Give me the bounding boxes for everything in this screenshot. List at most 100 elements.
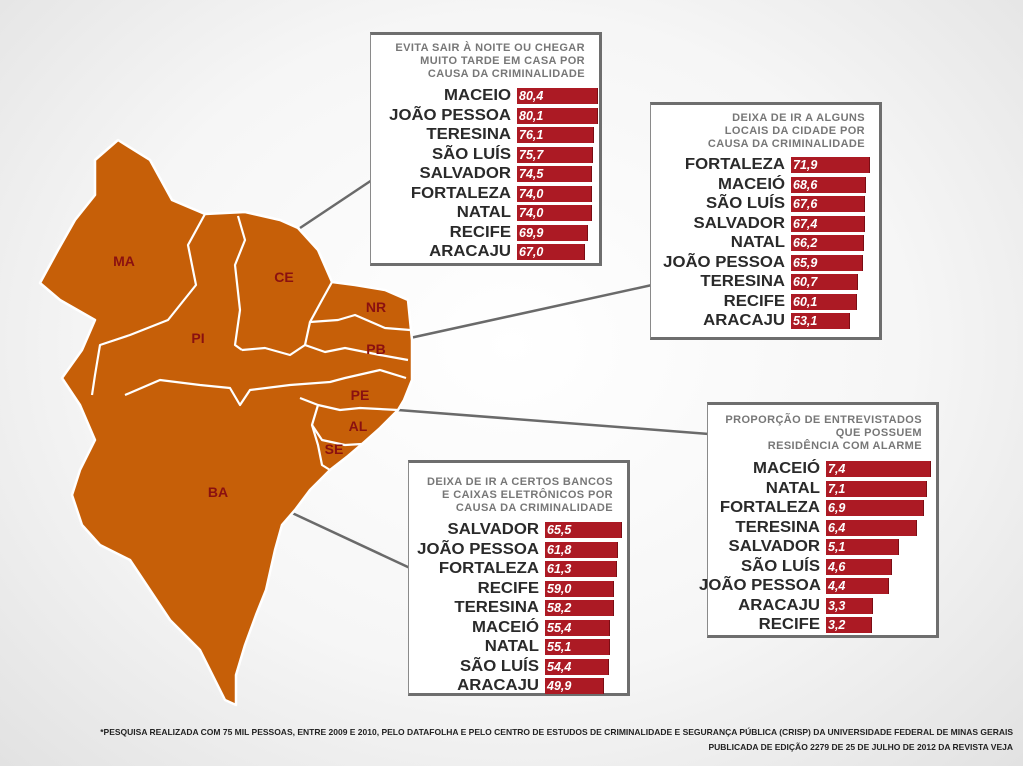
bar-row: ARACAJU 49,9 (409, 676, 627, 695)
bar: 6,9 (826, 500, 924, 516)
state-label-ba: BA (208, 484, 228, 500)
bar-category-label: ARACAJU (457, 677, 539, 694)
bar-row: FORTALEZA 6,9 (708, 498, 936, 517)
bar: 4,4 (826, 578, 889, 594)
bar-category-label: RECIFE (723, 292, 785, 310)
panel-title-line: DEIXA DE IR A CERTOS BANCOS (426, 476, 613, 488)
bar-value-label: 6,9 (828, 501, 846, 515)
footnote-line-2: PUBLICADA DE EDIÇÃO 2279 DE 25 DE JULHO … (708, 742, 1013, 752)
panel-deixa-de-ir-locais: DEIXA DE IR A ALGUNS LOCAIS DA CIDADE PO… (650, 102, 882, 340)
bar-value-label: 60,1 (793, 294, 818, 309)
bar: 55,1 (545, 639, 610, 655)
bar-category-label: ARACAJU (703, 312, 785, 329)
bar-value-label: 66,2 (793, 236, 818, 250)
bar-category-label: MACEIÓ (472, 618, 539, 636)
bar-category-label: ARACAJU (429, 243, 511, 260)
panel-title-line: MUITO TARDE EM CASA POR (420, 55, 585, 67)
border-pe-north (241, 344, 306, 357)
bar-category-label: SÃO LUÍS (705, 195, 785, 212)
bar-value-label: 4,4 (828, 579, 846, 593)
state-label-pb: PB (366, 341, 385, 357)
panel-title-line: RESIDÊNCIA COM ALARME (767, 440, 922, 452)
connector-line-4 (289, 510, 411, 570)
bar-row: SALVADOR 65,5 (409, 520, 627, 539)
bar: 49,9 (545, 678, 604, 694)
panel-title-line: PROPORÇÃO DE ENTREVISTADOS (725, 414, 922, 426)
bar: 67,0 (517, 244, 585, 260)
bar: 65,9 (791, 254, 864, 271)
bar-row: TERESINA 60,7 (651, 272, 879, 291)
bar: 7,4 (826, 461, 931, 477)
border-pi-ce (233, 215, 247, 351)
bar-row: MACEIÓ 7,4 (708, 459, 936, 478)
bar: 61,8 (545, 541, 618, 558)
bar-value-label: 7,4 (828, 462, 846, 476)
bar: 6,4 (826, 519, 917, 536)
bar: 5,1 (826, 539, 899, 555)
bar-row: FORTALEZA 74,0 (371, 184, 599, 203)
connector-line-2 (409, 283, 653, 340)
bar-value-label: 67,0 (519, 245, 544, 259)
bar-value-label: 49,9 (547, 679, 572, 693)
bar-category-label: JOÃO PESSOA (663, 253, 785, 271)
bar-category-label: FORTALEZA (684, 156, 785, 173)
bar-category-label: SALVADOR (728, 538, 820, 555)
panel-title: EVITA SAIR À NOITE OU CHEGAR MUITO TARDE… (395, 42, 585, 81)
bar-value-label: 55,4 (547, 620, 572, 635)
bar: 74,5 (517, 166, 593, 182)
panel-title-line: CAUSA DA CRIMINALIDADE (707, 138, 865, 150)
bar-category-label: FORTALEZA (438, 560, 539, 577)
bar-value-label: 74,0 (519, 186, 544, 201)
panel-title: DEIXA DE IR A CERTOS BANCOS E CAIXAS ELE… (427, 476, 613, 515)
border-pe-al (299, 396, 399, 412)
bar: 68,6 (791, 176, 867, 193)
bar-value-label: 6,4 (828, 520, 846, 535)
panel-title-line: LOCAIS DA CIDADE POR (724, 125, 865, 137)
bar-value-label: 60,7 (793, 275, 818, 289)
border-se-ba (310, 424, 331, 471)
bar-category-label: NATAL (484, 638, 539, 655)
panel-title-line: QUE POSSUEM (835, 427, 922, 439)
connector-lines (289, 178, 710, 570)
bar: 69,9 (517, 224, 588, 241)
state-label-nr: NR (366, 299, 386, 315)
bar: 59,0 (545, 580, 615, 597)
bar-category-label: NATAL (456, 204, 511, 221)
bar-row: NATAL 74,0 (371, 203, 599, 222)
bar-value-label: 76,1 (519, 128, 544, 142)
bar: 66,2 (791, 235, 864, 251)
bar-category-label: MACEIÓ (718, 175, 785, 193)
connector-line-1 (299, 178, 373, 230)
state-labels: MA PI CE NR PB PE AL SE BA (113, 253, 386, 500)
bar-row: SALVADOR 67,4 (651, 214, 879, 233)
bar-category-label: ARACAJU (738, 596, 820, 614)
bar-row: JOÃO PESSOA 61,8 (409, 540, 627, 559)
panel-residencia-com-alarme: PROPORÇÃO DE ENTREVISTADOS QUE POSSUEM R… (699, 402, 939, 638)
bar: 65,5 (545, 522, 622, 538)
bar-value-label: 67,4 (793, 216, 818, 231)
bar-row: TERESINA 58,2 (409, 598, 627, 617)
bar-category-label: TERESINA (700, 273, 785, 290)
bar-value-label: 3,3 (828, 598, 846, 613)
bar-category-label: MACEIO (444, 87, 511, 104)
bar-category-label: RECIFE (758, 616, 820, 633)
bar-category-label: MACEIÓ (753, 460, 820, 477)
bar: 53,1 (791, 313, 850, 329)
bar: 55,4 (545, 619, 611, 636)
state-label-pe: PE (351, 387, 370, 403)
bar-row: RECIFE 59,0 (409, 579, 627, 598)
bar: 3,2 (826, 617, 872, 633)
bar-row: MACEIO 80,4 (371, 86, 599, 105)
border-ce-rn (308, 281, 411, 332)
bar-row: NATAL 55,1 (409, 637, 627, 656)
bar-row: SALVADOR 5,1 (708, 537, 936, 556)
bar-value-label: 61,8 (547, 542, 572, 557)
bar-category-label: TERESINA (735, 518, 820, 536)
bar-row: ARACAJU 3,3 (708, 596, 936, 615)
bar-value-label: 71,9 (793, 158, 818, 172)
panel-title-line: CAUSA DA CRIMINALIDADE (455, 502, 613, 514)
bar-row: SÃO LUÍS 67,6 (651, 194, 879, 213)
bar-category-label: RECIFE (477, 579, 539, 597)
bar-row: NATAL 7,1 (708, 479, 936, 498)
